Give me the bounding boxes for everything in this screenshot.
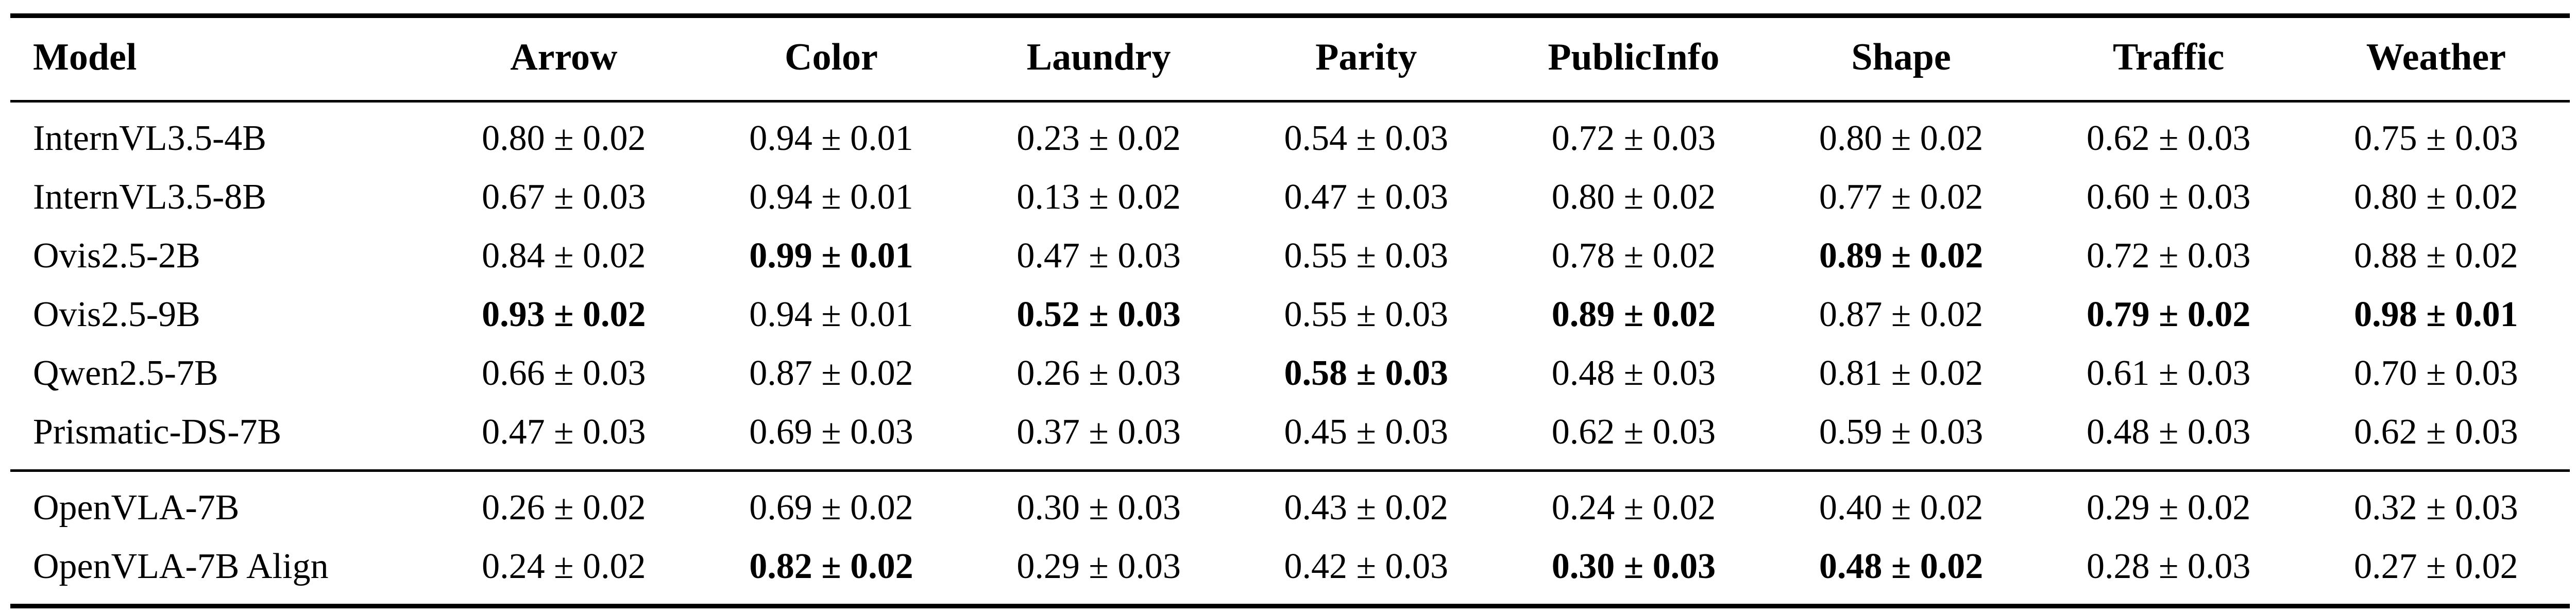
table-row: InternVL3.5-8B 0.67 ± 0.03 0.94 ± 0.01 0.13… — [10, 168, 2570, 227]
score-cell: 0.69 ± 0.02 — [749, 488, 913, 528]
score-cell: 0.37 ± 0.03 — [1016, 412, 1181, 452]
model-name: Prismatic-DS-7B — [33, 412, 282, 452]
score-cell: 0.98 ± 0.01 — [2354, 295, 2518, 334]
score-cell: 0.80 ± 0.02 — [1819, 118, 1984, 158]
score-cell: 0.47 ± 0.03 — [1284, 177, 1448, 217]
results-table: Model Arrow Color Laundry Parity PublicInfo Sh… — [10, 13, 2570, 608]
score-cell: 0.94 ± 0.01 — [749, 177, 913, 217]
score-cell: 0.27 ± 0.02 — [2354, 547, 2518, 586]
score-cell: 0.80 ± 0.02 — [1551, 177, 1716, 217]
score-cell: 0.62 ± 0.03 — [1551, 412, 1716, 452]
score-cell: 0.82 ± 0.02 — [749, 547, 913, 586]
score-cell: 0.62 ± 0.03 — [2086, 118, 2251, 158]
table-row: Ovis2.5-9B 0.93 ± 0.02 0.94 ± 0.01 0.52 ± 0… — [10, 285, 2570, 344]
score-cell: 0.40 ± 0.02 — [1819, 488, 1984, 528]
score-cell: 0.81 ± 0.02 — [1819, 353, 1984, 393]
score-cell: 0.78 ± 0.02 — [1551, 236, 1716, 276]
score-cell: 0.99 ± 0.01 — [749, 236, 913, 276]
score-cell: 0.67 ± 0.03 — [482, 177, 646, 217]
score-cell: 0.72 ± 0.03 — [2086, 236, 2251, 276]
score-cell: 0.24 ± 0.02 — [482, 547, 646, 586]
score-cell: 0.89 ± 0.02 — [1819, 236, 1984, 276]
score-cell: 0.75 ± 0.03 — [2354, 118, 2518, 158]
column-header-laundry: Laundry — [965, 15, 1233, 103]
score-cell: 0.30 ± 0.03 — [1016, 488, 1181, 528]
score-cell: 0.54 ± 0.03 — [1284, 118, 1448, 158]
column-header-color: Color — [697, 15, 965, 103]
table-row: Ovis2.5-2B 0.84 ± 0.02 0.99 ± 0.01 0.47 ± 0… — [10, 227, 2570, 285]
table-row: InternVL3.5-4B 0.80 ± 0.02 0.94 ± 0.01 0.23… — [10, 101, 2570, 168]
score-cell: 0.52 ± 0.03 — [1016, 295, 1181, 334]
score-cell: 0.48 ± 0.03 — [2086, 412, 2251, 452]
score-cell: 0.80 ± 0.02 — [482, 118, 646, 158]
column-header-weather: Weather — [2302, 15, 2570, 103]
score-cell: 0.94 ± 0.01 — [749, 295, 913, 334]
score-cell: 0.89 ± 0.02 — [1551, 295, 1716, 334]
score-cell: 0.58 ± 0.03 — [1284, 353, 1448, 393]
model-name: OpenVLA-7B — [33, 488, 240, 528]
table-row: OpenVLA-7B Align 0.24 ± 0.02 0.82 ± 0.02 0.… — [10, 537, 2570, 606]
table-row: Prismatic-DS-7B 0.47 ± 0.03 0.69 ± 0.03 0.3… — [10, 403, 2570, 471]
score-cell: 0.47 ± 0.03 — [482, 412, 646, 452]
score-cell: 0.80 ± 0.02 — [2354, 177, 2518, 217]
score-cell: 0.77 ± 0.02 — [1819, 177, 1984, 217]
score-cell: 0.70 ± 0.03 — [2354, 353, 2518, 393]
score-cell: 0.28 ± 0.03 — [2086, 547, 2251, 586]
score-cell: 0.43 ± 0.02 — [1284, 488, 1448, 528]
score-cell: 0.61 ± 0.03 — [2086, 353, 2251, 393]
score-cell: 0.60 ± 0.03 — [2086, 177, 2251, 217]
score-cell: 0.66 ± 0.03 — [482, 353, 646, 393]
score-cell: 0.13 ± 0.02 — [1016, 177, 1181, 217]
column-header-arrow: Arrow — [430, 15, 698, 103]
score-cell: 0.59 ± 0.03 — [1819, 412, 1984, 452]
score-cell: 0.94 ± 0.01 — [749, 118, 913, 158]
score-cell: 0.32 ± 0.03 — [2354, 488, 2518, 528]
score-cell: 0.48 ± 0.02 — [1819, 547, 1984, 586]
score-cell: 0.84 ± 0.02 — [482, 236, 646, 276]
score-cell: 0.26 ± 0.02 — [482, 488, 646, 528]
column-header-shape: Shape — [1767, 15, 2035, 103]
table-header: Model Arrow Color Laundry Parity PublicInfo Sh… — [10, 15, 2570, 103]
score-cell: 0.87 ± 0.02 — [749, 353, 913, 393]
table-row: Qwen2.5-7B 0.66 ± 0.03 0.87 ± 0.02 0.26 ± 0… — [10, 344, 2570, 403]
score-cell: 0.30 ± 0.03 — [1551, 547, 1716, 586]
column-header-publicinfo: PublicInfo — [1500, 15, 1768, 103]
score-cell: 0.55 ± 0.03 — [1284, 295, 1448, 334]
score-cell: 0.24 ± 0.02 — [1551, 488, 1716, 528]
score-cell: 0.55 ± 0.03 — [1284, 236, 1448, 276]
model-name: InternVL3.5-8B — [33, 177, 266, 217]
column-header-parity: Parity — [1232, 15, 1500, 103]
score-cell: 0.23 ± 0.02 — [1016, 118, 1181, 158]
score-cell: 0.29 ± 0.02 — [2086, 488, 2251, 528]
model-name: Qwen2.5-7B — [33, 353, 218, 393]
score-cell: 0.93 ± 0.02 — [482, 295, 646, 334]
score-cell: 0.26 ± 0.03 — [1016, 353, 1181, 393]
score-cell: 0.79 ± 0.02 — [2086, 295, 2251, 334]
score-cell: 0.47 ± 0.03 — [1016, 236, 1181, 276]
score-cell: 0.45 ± 0.03 — [1284, 412, 1448, 452]
model-name: OpenVLA-7B Align — [33, 547, 329, 586]
score-cell: 0.69 ± 0.03 — [749, 412, 913, 452]
table-row: OpenVLA-7B 0.26 ± 0.02 0.69 ± 0.02 0.30 ± 0… — [10, 471, 2570, 538]
score-cell: 0.72 ± 0.03 — [1551, 118, 1716, 158]
score-cell: 0.42 ± 0.03 — [1284, 547, 1448, 586]
score-cell: 0.62 ± 0.03 — [2354, 412, 2518, 452]
score-cell: 0.29 ± 0.03 — [1016, 547, 1181, 586]
score-cell: 0.87 ± 0.02 — [1819, 295, 1984, 334]
model-name: Ovis2.5-9B — [33, 295, 200, 334]
header-row: Model Arrow Color Laundry Parity PublicInfo Sh… — [10, 15, 2570, 103]
score-cell: 0.88 ± 0.02 — [2354, 236, 2518, 276]
group-2: OpenVLA-7B 0.26 ± 0.02 0.69 ± 0.02 0.30 ± 0… — [10, 471, 2570, 606]
column-header-model: Model — [10, 15, 430, 103]
group-1: InternVL3.5-4B 0.80 ± 0.02 0.94 ± 0.01 0.23… — [10, 101, 2570, 471]
model-name: InternVL3.5-4B — [33, 118, 266, 158]
column-header-traffic: Traffic — [2035, 15, 2302, 103]
score-cell: 0.48 ± 0.03 — [1551, 353, 1716, 393]
model-name: Ovis2.5-2B — [33, 236, 200, 276]
